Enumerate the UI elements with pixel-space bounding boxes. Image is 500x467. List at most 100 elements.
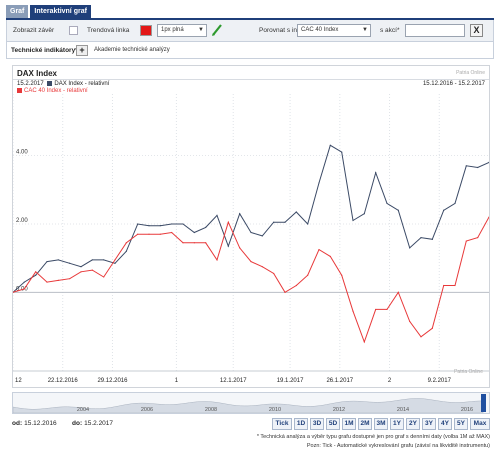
data-point-cac (239, 247, 241, 249)
data-point-dax (159, 225, 161, 227)
from-value: 15.12.2016 (24, 420, 57, 427)
to-date[interactable]: do: 15.2.2017 (72, 420, 113, 427)
technical-indicators-row: Technické indikátory*: + Akademie techni… (6, 42, 494, 59)
data-point-dax (295, 211, 297, 213)
legend-swatch-dax (47, 81, 53, 86)
add-indicator-button[interactable]: + (76, 45, 88, 56)
data-point-dax (409, 247, 411, 249)
data-point-dax (114, 262, 116, 264)
tab-bar: Graf Interaktivní graf (6, 5, 91, 18)
data-point-dax (375, 172, 377, 174)
data-point-cac (488, 216, 489, 218)
navigator-minichart[interactable]: 2004 2006 2008 2010 2012 2014 2016 (13, 393, 489, 413)
compare-index-select[interactable]: CAC 40 Index ▼ (297, 24, 371, 37)
data-point-dax (46, 260, 48, 263)
data-point-cac (205, 242, 207, 244)
legend-dax-label: DAX Index - relativní (54, 81, 110, 88)
zoom-button-3m[interactable]: 3M (374, 418, 388, 430)
zoom-button-tick[interactable]: Tick (272, 418, 292, 430)
zoom-button-3y[interactable]: 3Y (422, 418, 436, 430)
footnote-tick: Pozn: Tick - Automatické vykreslování gr… (306, 443, 490, 449)
to-label: do: (72, 420, 83, 427)
data-point-cac (318, 248, 320, 251)
footnote-technical: * Technická analýza a výběr typu grafu d… (256, 434, 490, 440)
legend-date-value: 15.2.2017 (17, 81, 44, 88)
data-point-dax (273, 221, 275, 223)
from-date[interactable]: od: 15.12.2016 (12, 420, 57, 427)
chevron-down-icon: ▼ (198, 27, 204, 33)
data-point-dax (307, 223, 309, 225)
compare-label: Porovnat s indexem* (259, 27, 319, 34)
data-point-dax (171, 223, 173, 225)
data-point-cac (193, 242, 195, 244)
zoom-button-2y[interactable]: 2Y (406, 418, 420, 430)
x-tick-label: 2 (388, 378, 392, 384)
zoom-button-1d[interactable]: 1D (294, 418, 308, 430)
to-value: 15.2.2017 (84, 420, 114, 427)
data-point-cac (454, 284, 456, 287)
data-point-dax (137, 223, 139, 225)
zoom-button-4y[interactable]: 4Y (438, 418, 452, 430)
data-point-dax (386, 202, 388, 205)
series-line-cac[interactable] (13, 216, 489, 344)
data-point-dax (329, 144, 331, 146)
data-point-cac (307, 274, 309, 276)
chart-panel: DAX Index Patria Online 15.2.2017 DAX In… (12, 65, 490, 388)
data-point-cac (125, 242, 127, 244)
x-tick-label: 12 (15, 378, 22, 384)
data-point-cac (261, 266, 263, 268)
data-point-cac (273, 272, 275, 275)
data-point-cac (329, 255, 331, 258)
zoom-button-1m[interactable]: 1M (342, 418, 356, 430)
tab-graf[interactable]: Graf (6, 5, 29, 18)
data-point-cac (284, 291, 286, 293)
data-point-cac (386, 308, 388, 311)
data-point-dax (318, 182, 320, 184)
data-point-cac (443, 284, 445, 287)
series-line-dax[interactable] (13, 144, 489, 293)
trend-line-color-picker[interactable] (140, 25, 152, 36)
ta-academy-link[interactable]: Akademie technické analýzy (94, 47, 170, 53)
data-point-dax (193, 231, 195, 234)
legend-date: 15.2.2017 DAX Index - relativní (17, 81, 109, 87)
clear-stock-button[interactable]: X (470, 24, 483, 37)
data-point-cac (431, 327, 433, 329)
zoom-button-max[interactable]: Max (470, 418, 490, 430)
data-point-dax (103, 259, 105, 261)
zoom-button-5d[interactable]: 5D (326, 418, 340, 430)
data-point-cac (420, 336, 422, 338)
data-point-cac (80, 271, 82, 273)
zoom-button-3d[interactable]: 3D (310, 418, 324, 430)
data-point-cac (477, 237, 479, 239)
time-navigator[interactable]: 2004 2006 2008 2010 2012 2014 2016 (12, 392, 490, 414)
chevron-down-icon: ▼ (362, 27, 368, 33)
pencil-icon[interactable] (211, 23, 223, 37)
x-tick-label: 19.1.2017 (277, 378, 304, 384)
data-point-dax (148, 225, 150, 227)
data-point-cac (35, 271, 37, 273)
navigator-selection-handle[interactable] (481, 394, 486, 412)
x-tick-label: 12.1.2017 (220, 378, 247, 384)
line-style-select[interactable]: 1px plná ▼ (157, 24, 207, 37)
data-point-cac (171, 231, 173, 234)
show-close-checkbox[interactable] (69, 26, 78, 35)
zoom-button-2m[interactable]: 2M (358, 418, 372, 430)
zoom-button-1y[interactable]: 1Y (390, 418, 404, 430)
show-close-label: Zobrazit závěr (13, 27, 55, 34)
navigator-year-label: 2004 (77, 407, 89, 413)
line-style-value: 1px plná (161, 27, 184, 33)
trend-line-label: Trendová linka (87, 27, 130, 34)
range-controls: od: 15.12.2016 do: 15.2.2017 Tick 1D 3D 5D 1M 2… (12, 418, 490, 432)
data-point-cac (295, 284, 297, 287)
chart-toolbar: Zobrazit závěr Trendová linka 1px plná ▼… (6, 20, 494, 42)
zoom-button-5y[interactable]: 5Y (454, 418, 468, 430)
tab-interactive-chart[interactable]: Interaktivní graf (30, 5, 91, 18)
technical-indicators-label: Technické indikátory*: (11, 47, 80, 54)
legend-cac-label: CAC 40 Index - relativní (24, 88, 88, 95)
data-point-dax (23, 281, 25, 283)
y-tick-label: 2.00 (16, 218, 28, 224)
stock-input[interactable] (405, 24, 465, 37)
data-point-cac (397, 291, 399, 293)
data-point-cac (363, 341, 365, 343)
